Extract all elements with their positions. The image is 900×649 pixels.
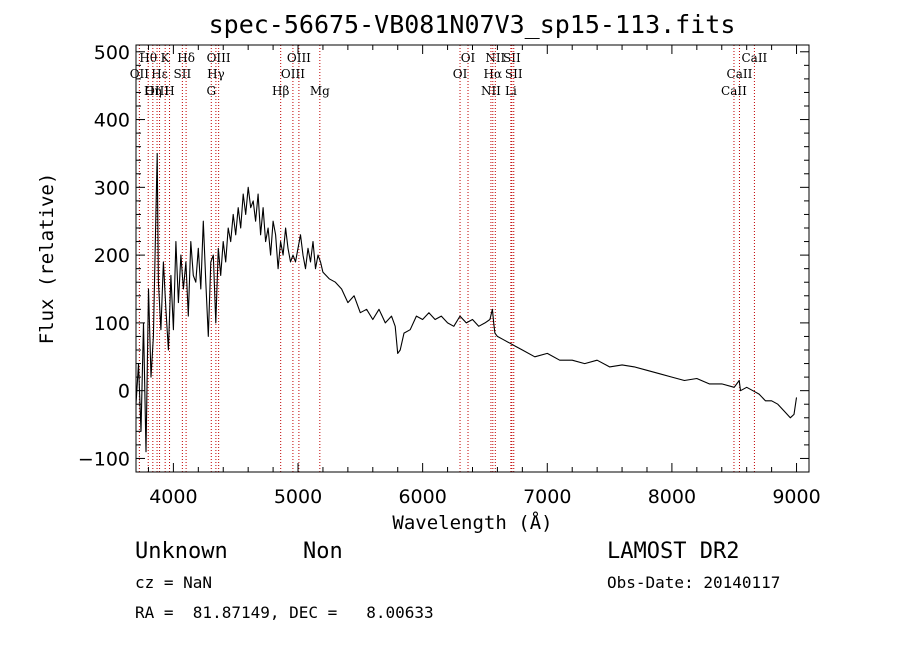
y-tick-label: 100 bbox=[94, 313, 130, 335]
x-axis-label: Wavelength (Å) bbox=[392, 511, 552, 534]
spectral-line-label: CaII bbox=[741, 51, 767, 65]
chart-title: spec-56675-VB081N07V3_sp15-113.fits bbox=[209, 10, 736, 39]
spectral-line-label: Hε bbox=[151, 67, 168, 81]
redshift-text: cz = NaN bbox=[135, 573, 213, 592]
spectral-line-label: OI bbox=[461, 51, 476, 65]
y-axis-label: Flux (relative) bbox=[36, 173, 58, 345]
y-tick-label: −100 bbox=[78, 448, 130, 470]
x-tick-label: 7000 bbox=[523, 486, 571, 508]
spectral-line-label: OIII bbox=[281, 67, 305, 81]
x-tick-label: 5000 bbox=[274, 486, 322, 508]
x-tick-label: 8000 bbox=[648, 486, 696, 508]
spectral-line-label: G bbox=[206, 84, 216, 98]
spectral-line-label: Hβ bbox=[272, 84, 289, 98]
y-tick-label: 300 bbox=[94, 177, 130, 199]
coordinates-text: RA = 81.87149, DEC = 8.00633 bbox=[135, 603, 434, 622]
plot-frame bbox=[135, 44, 810, 473]
y-tick-label: 500 bbox=[94, 42, 130, 64]
spectral-line-label: Hη bbox=[144, 84, 162, 98]
object-subclass: Non bbox=[303, 539, 343, 564]
spectral-line-label: OII bbox=[130, 67, 150, 81]
y-tick-label: 400 bbox=[94, 110, 130, 132]
x-tick-label: 4000 bbox=[149, 486, 197, 508]
spectral-line-label: CaII bbox=[721, 84, 747, 98]
spectral-line-label: Mg bbox=[310, 84, 330, 98]
spectrum-chart: spec-56675-VB081N07V3_sp15-113.fits Hθ OI… bbox=[36, 10, 821, 534]
spectral-line-label: Hθ bbox=[139, 51, 157, 65]
spectral-line-label: OIII bbox=[145, 84, 169, 98]
spectral-line-label: SII bbox=[174, 67, 192, 81]
series-layer bbox=[135, 152, 798, 453]
spectral-line-label: OIII bbox=[287, 51, 311, 65]
spectral-line-label: OIII bbox=[207, 51, 231, 65]
spectral-line-label: Hδ bbox=[177, 51, 195, 65]
spectral-line-label: K bbox=[161, 51, 171, 65]
spectral-line-label: Hα bbox=[484, 67, 503, 81]
axes: 4000 5000 6000 7000 8000 9000 −100 0 100 200 300 40… bbox=[78, 42, 821, 508]
spectral-line-label: H bbox=[164, 84, 174, 98]
spectral-line-label: SII bbox=[503, 51, 521, 65]
spectral-line-label: NII bbox=[485, 51, 505, 65]
obs-date: Obs-Date: 20140117 bbox=[607, 573, 781, 592]
spectral-line-label: Hγ bbox=[207, 67, 225, 81]
spectral-line-label: Li bbox=[505, 84, 517, 98]
spectral-line-label: OI bbox=[453, 67, 468, 81]
y-tick-label: 200 bbox=[94, 245, 130, 267]
survey-name: LAMOST DR2 bbox=[607, 539, 740, 564]
object-class: Unknown bbox=[135, 539, 228, 564]
x-tick-label: 6000 bbox=[398, 486, 446, 508]
spectral-line-label: SII bbox=[505, 67, 523, 81]
spectrum-line bbox=[135, 152, 798, 453]
spectral-line-label: CaII bbox=[727, 67, 753, 81]
spectral-line-label: NII bbox=[481, 84, 501, 98]
x-tick-label: 9000 bbox=[772, 486, 820, 508]
y-tick-label: 0 bbox=[118, 381, 130, 403]
